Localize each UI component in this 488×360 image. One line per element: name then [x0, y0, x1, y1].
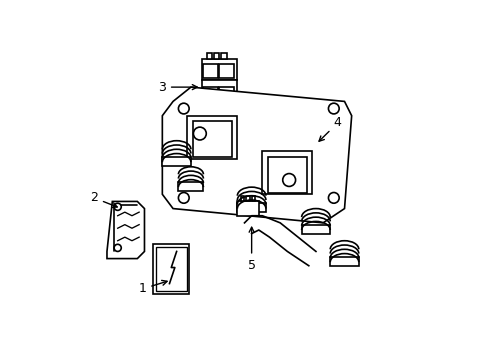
Bar	[206, 53, 212, 59]
Bar	[156, 247, 186, 292]
Bar	[241, 196, 244, 202]
Bar	[301, 225, 329, 234]
Text: 1: 1	[138, 280, 167, 296]
Bar	[237, 202, 258, 216]
Bar	[201, 59, 237, 80]
Bar	[203, 64, 217, 78]
Bar	[251, 196, 255, 202]
Text: 5: 5	[247, 227, 255, 271]
Bar	[219, 64, 233, 78]
Ellipse shape	[328, 103, 339, 114]
Polygon shape	[162, 87, 351, 223]
Bar	[221, 53, 226, 59]
Bar	[246, 196, 249, 202]
Ellipse shape	[114, 244, 121, 251]
Ellipse shape	[193, 127, 206, 140]
Ellipse shape	[282, 174, 295, 186]
Text: 4: 4	[318, 116, 341, 141]
Bar	[201, 80, 237, 102]
Text: 3: 3	[158, 81, 197, 94]
Bar	[329, 257, 358, 266]
Ellipse shape	[178, 193, 189, 203]
Ellipse shape	[178, 103, 189, 114]
Bar	[192, 121, 231, 157]
Bar	[203, 87, 217, 100]
Bar	[267, 157, 306, 193]
Bar	[237, 203, 265, 212]
Text: 2: 2	[90, 192, 117, 207]
Bar	[178, 182, 203, 191]
Ellipse shape	[328, 193, 339, 203]
Bar	[219, 87, 233, 100]
Bar	[187, 116, 237, 158]
Polygon shape	[107, 202, 144, 258]
Bar	[214, 53, 219, 59]
Bar	[162, 157, 190, 166]
Bar	[262, 152, 312, 194]
Bar	[153, 244, 189, 294]
Ellipse shape	[114, 203, 121, 210]
